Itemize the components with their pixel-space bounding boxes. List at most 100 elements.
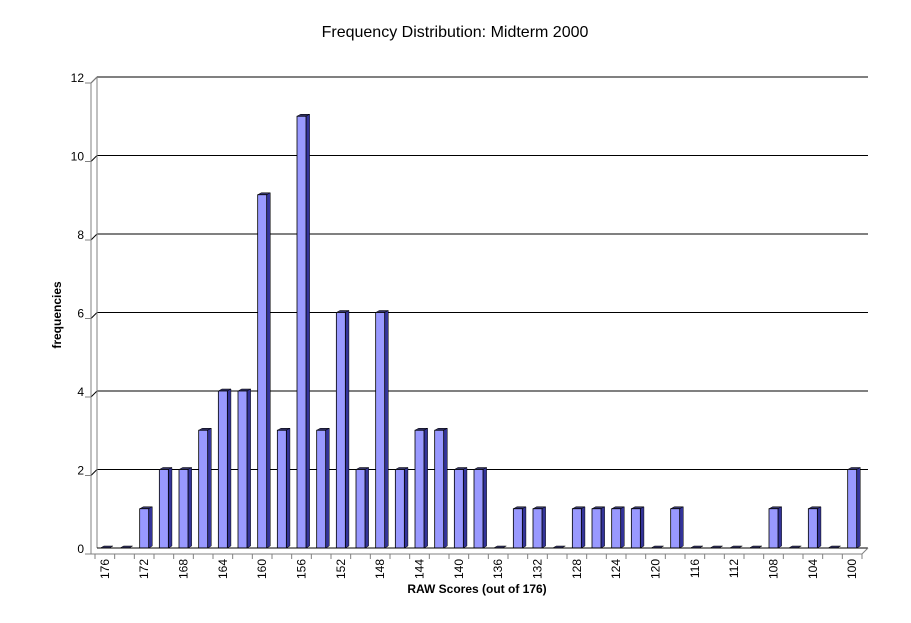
bar-front bbox=[414, 429, 425, 549]
axes bbox=[90, 76, 869, 555]
y-tick-label: 8 bbox=[77, 228, 84, 242]
gridlines bbox=[90, 76, 868, 476]
x-tick-label: 104 bbox=[806, 559, 820, 579]
x-tick-label: 108 bbox=[767, 559, 781, 579]
bar-side bbox=[541, 506, 546, 549]
bar-front bbox=[296, 115, 307, 549]
bar bbox=[591, 506, 606, 549]
x-tick-label: 172 bbox=[137, 559, 151, 579]
bar bbox=[473, 467, 488, 549]
bar-side bbox=[817, 506, 822, 549]
bar bbox=[197, 427, 213, 549]
bar bbox=[335, 310, 350, 549]
bar-front bbox=[158, 469, 169, 549]
x-axis-title: RAW Scores (out of 176) bbox=[407, 582, 546, 596]
x-tick-label: 176 bbox=[98, 559, 112, 579]
bar bbox=[158, 467, 173, 549]
bar-side bbox=[168, 467, 173, 549]
bar-side bbox=[620, 506, 625, 549]
bar-side bbox=[777, 506, 782, 549]
bar-side bbox=[423, 427, 428, 549]
bar-front bbox=[768, 508, 779, 549]
bar-front bbox=[453, 469, 464, 549]
bar bbox=[414, 427, 429, 549]
bar-front bbox=[237, 390, 248, 549]
bar bbox=[768, 506, 783, 549]
bar-side bbox=[404, 467, 409, 549]
x-tick-label: 132 bbox=[531, 559, 545, 579]
bar-side bbox=[384, 310, 389, 549]
x-tick-label: 112 bbox=[727, 559, 741, 578]
y-tick-label: 10 bbox=[71, 150, 85, 164]
bar bbox=[807, 506, 822, 549]
bar-front bbox=[473, 469, 484, 549]
bar bbox=[178, 467, 193, 549]
bar-front bbox=[611, 508, 622, 549]
x-tick-label: 100 bbox=[845, 559, 859, 579]
bar bbox=[256, 192, 272, 549]
bar-front bbox=[512, 508, 523, 549]
bar-side bbox=[187, 467, 192, 549]
bar-front bbox=[355, 469, 366, 549]
bar-side bbox=[522, 506, 527, 549]
bar-side bbox=[679, 506, 684, 549]
y-tick-label: 4 bbox=[77, 385, 84, 399]
bar-side bbox=[581, 506, 586, 549]
y-axis-ticks: 0 2 4 6 8 10 12 bbox=[71, 71, 91, 556]
bar bbox=[433, 427, 449, 549]
bar bbox=[512, 506, 527, 549]
gridline-depth bbox=[90, 469, 98, 476]
bar bbox=[276, 427, 291, 549]
bar bbox=[355, 467, 370, 549]
x-tick-label: 124 bbox=[609, 559, 623, 579]
y-tick-label: 2 bbox=[77, 464, 84, 478]
bar-front bbox=[316, 429, 327, 549]
gridline-depth bbox=[90, 312, 98, 319]
bar-front bbox=[375, 312, 386, 549]
bar bbox=[315, 427, 331, 549]
bar bbox=[217, 388, 232, 549]
bar-front bbox=[532, 508, 543, 549]
bar bbox=[138, 506, 154, 549]
bar-front bbox=[139, 508, 150, 549]
y-axis-title: frequencies bbox=[50, 281, 64, 349]
y-tick-label: 0 bbox=[77, 542, 84, 556]
x-tick-label: 120 bbox=[649, 559, 663, 579]
bar bbox=[453, 467, 468, 549]
bar-front bbox=[807, 508, 818, 549]
bar-side bbox=[325, 427, 330, 549]
bar-front bbox=[394, 469, 405, 549]
bar bbox=[669, 506, 685, 549]
x-tick-label: 156 bbox=[295, 559, 309, 579]
bar-front bbox=[591, 508, 602, 549]
x-tick-label: 144 bbox=[413, 559, 427, 579]
bar-side bbox=[463, 467, 468, 549]
x-tick-label: 164 bbox=[216, 559, 230, 579]
y-axis-cap bbox=[90, 76, 98, 84]
bar-side bbox=[227, 388, 232, 549]
gridline-depth bbox=[90, 390, 98, 398]
chart-title: Frequency Distribution: Midterm 2000 bbox=[322, 24, 589, 41]
bar-side bbox=[286, 427, 291, 549]
bar-front bbox=[670, 508, 681, 549]
bar-side bbox=[266, 192, 271, 549]
bar-front bbox=[847, 469, 858, 549]
bar bbox=[237, 388, 252, 549]
bar-side bbox=[207, 427, 212, 549]
bars bbox=[99, 113, 862, 549]
bar-front bbox=[217, 390, 228, 549]
bar-side bbox=[148, 506, 153, 549]
bar bbox=[846, 467, 862, 549]
bar-side bbox=[305, 113, 310, 549]
x-tick-label: 152 bbox=[334, 559, 348, 579]
x-tick-label: 128 bbox=[570, 559, 584, 579]
x-tick-label: 168 bbox=[177, 559, 191, 579]
bar-front bbox=[276, 429, 287, 549]
gridline-depth bbox=[90, 155, 98, 162]
bar bbox=[532, 506, 547, 549]
x-axis-cap bbox=[861, 547, 869, 555]
bar-front bbox=[198, 429, 209, 549]
bar-side bbox=[640, 506, 645, 549]
